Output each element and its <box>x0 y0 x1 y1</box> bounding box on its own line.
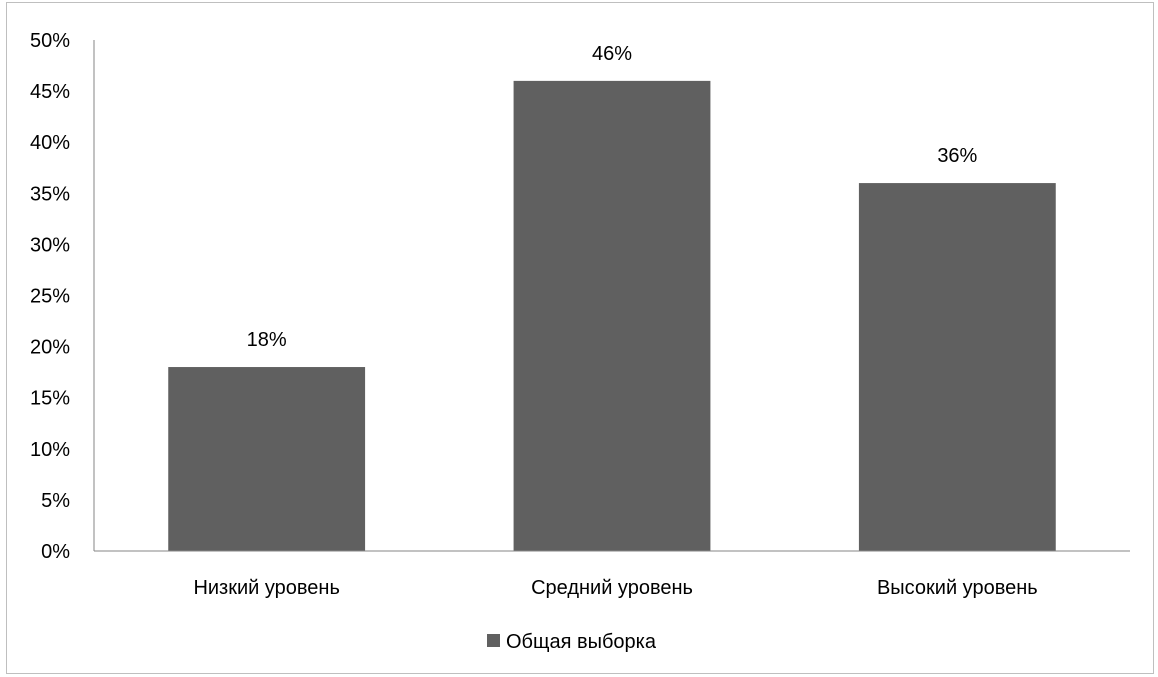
y-tick-label: 50% <box>30 30 70 52</box>
data-labels: 18% 46% 36% <box>247 43 978 351</box>
legend: Общая выборка <box>487 631 657 653</box>
y-tick-label: 10% <box>30 439 70 461</box>
legend-label: Общая выборка <box>506 631 657 653</box>
y-tick-label: 15% <box>30 388 70 410</box>
x-category-label: Высокий уровень <box>877 577 1038 599</box>
bar-data-label: 46% <box>592 43 632 65</box>
bar-series <box>168 80 1056 551</box>
x-axis-category-labels: Низкий уровень Средний уровень Высокий уро… <box>193 577 1037 599</box>
bar <box>513 80 711 551</box>
y-tick-label: 5% <box>41 490 70 512</box>
y-tick-label: 40% <box>30 132 70 154</box>
y-tick-label: 30% <box>30 234 70 256</box>
y-axis-tick-labels: 0% 5% 10% 15% 20% 25% 30% 35% 40% 45% 50% <box>30 30 70 563</box>
y-tick-label: 25% <box>30 286 70 308</box>
y-tick-label: 35% <box>30 183 70 205</box>
y-tick-label: 45% <box>30 81 70 103</box>
bar <box>858 183 1056 551</box>
x-category-label: Низкий уровень <box>193 577 339 599</box>
y-tick-label: 0% <box>41 541 70 563</box>
bar <box>168 367 366 551</box>
x-category-label: Средний уровень <box>531 577 693 599</box>
y-tick-label: 20% <box>30 337 70 359</box>
bar-data-label: 18% <box>247 329 287 351</box>
legend-swatch <box>487 634 500 647</box>
bar-data-label: 36% <box>937 145 977 167</box>
